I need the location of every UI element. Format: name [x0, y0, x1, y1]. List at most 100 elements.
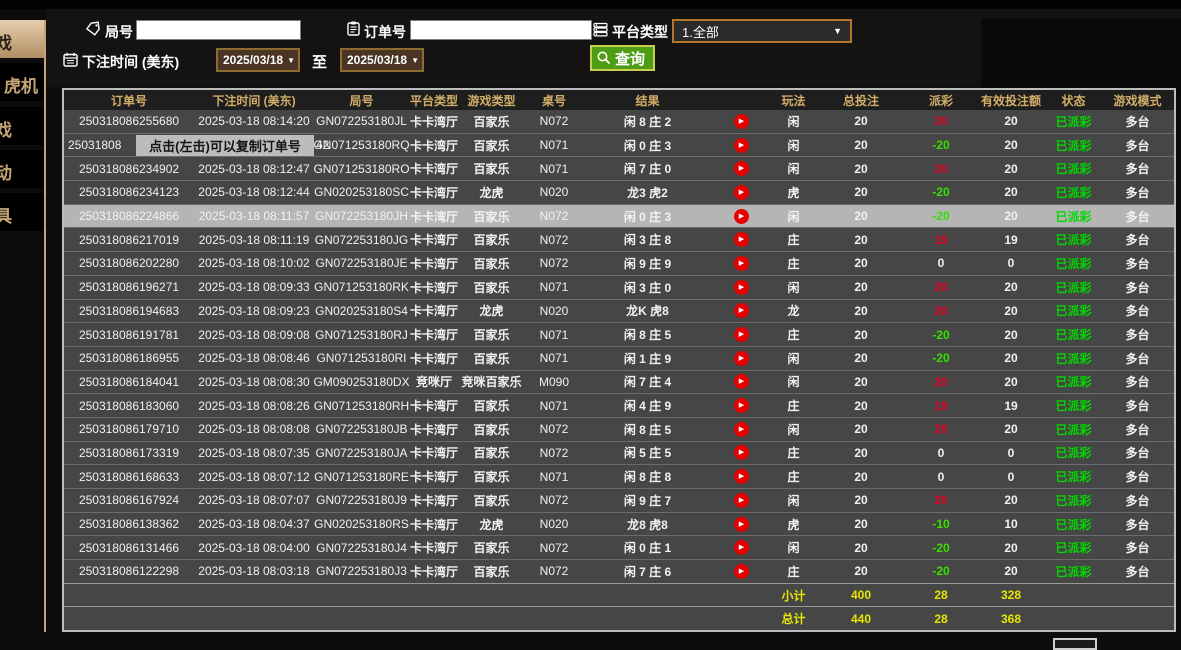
play-replay-button[interactable]: ▶	[733, 327, 749, 343]
cell-time: 2025-03-18 08:08:46	[198, 351, 310, 366]
play-replay-button[interactable]: ▶	[733, 255, 749, 271]
table-row[interactable]: 250318086131466 2025-03-18 08:04:00 GN0722…	[64, 535, 1174, 560]
query-button[interactable]: 查询	[590, 45, 656, 71]
total-game_type	[459, 607, 524, 630]
table-row[interactable]: 250318086179710 2025-03-18 08:08:08 GN0722…	[64, 416, 1174, 441]
table-row[interactable]: 250318086194683 2025-03-18 08:09:23 GN0202…	[64, 298, 1174, 323]
cell-mode: 多台	[1125, 280, 1150, 295]
cell-platform: 卡卡湾厅	[409, 162, 458, 177]
cell-play: 闲	[787, 138, 800, 153]
play-replay-button[interactable]: ▶	[733, 208, 749, 224]
sidebar-item[interactable]: 戏	[0, 20, 44, 58]
table-row[interactable]: 250318086168633 2025-03-18 08:07:12 GN0712…	[64, 464, 1174, 488]
sidebar-item[interactable]: 戏	[0, 107, 44, 145]
cell-order: 250318086234123	[78, 185, 180, 200]
table-row[interactable]: 250318086167924 2025-03-18 08:07:07 GN0722…	[64, 488, 1174, 512]
table-row[interactable]: 250318086255680 2025-03-18 08:14:20 GN0722…	[64, 110, 1174, 133]
play-replay-button[interactable]: ▶	[733, 563, 749, 579]
play-replay-button[interactable]: ▶	[733, 350, 749, 366]
play-replay-button[interactable]: ▶	[733, 113, 749, 129]
cell-game_no: GN071253180RJ	[315, 327, 408, 342]
cell-status: 已派彩	[1055, 446, 1092, 461]
play-replay-button[interactable]: ▶	[733, 303, 749, 319]
table-row[interactable]: 250318086186955 2025-03-18 08:08:46 GN0712…	[64, 345, 1174, 370]
replay-cell: ▶	[711, 228, 771, 251]
table-row[interactable]: 250318086234902 2025-03-18 08:12:47 GN0712…	[64, 156, 1174, 181]
date-to-picker[interactable]: 2025/03/18 ▼	[340, 48, 424, 72]
cell-valid_bet: 20	[1004, 209, 1018, 224]
cell-time: 2025-03-18 08:14:20	[198, 114, 310, 129]
subtotal-game_no	[314, 584, 409, 607]
play-replay-button[interactable]: ▶	[733, 398, 749, 414]
cell-mode: 多台	[1125, 185, 1150, 200]
date-from-picker[interactable]: 2025/03/18 ▼	[216, 48, 300, 72]
cell-order: 250318086224866	[78, 209, 180, 224]
cell-play: 闲	[787, 493, 800, 508]
sidebar-item-label: 戏	[0, 121, 12, 140]
play-replay-button[interactable]: ▶	[733, 445, 749, 461]
cell-order: 250318086196271	[78, 280, 180, 295]
sidebar-item[interactable]: 动	[0, 150, 44, 188]
table-row[interactable]: 250318086202280 2025-03-18 08:10:02 GN0722…	[64, 251, 1174, 275]
cell-table_no: N071	[539, 351, 569, 366]
order-no-input[interactable]	[410, 20, 592, 40]
cell-order: 250318086191781	[78, 327, 180, 342]
table-row[interactable]: 250318086224866 2025-03-18 08:11:57 GN0722…	[64, 203, 1174, 228]
sidebar-item[interactable]: 虎机	[0, 63, 44, 101]
table-row[interactable]: 250318086184041 2025-03-18 08:08:30 GM0902…	[64, 369, 1174, 394]
cell-status: 已派彩	[1055, 541, 1092, 556]
table-row[interactable]: 250318086173319 2025-03-18 08:07:35 GN0722…	[64, 440, 1174, 465]
cell-valid_bet: 19	[1004, 398, 1018, 413]
total-game_no	[314, 607, 409, 630]
cell-status: 已派彩	[1055, 233, 1092, 248]
cell-game_no: GN072253180JB	[315, 422, 408, 437]
table-row[interactable]: 250318086217019 2025-03-18 08:11:19 GN0722…	[64, 227, 1174, 252]
cell-valid_bet: 20	[1004, 374, 1018, 389]
cell-play: 闲	[787, 351, 800, 366]
cell-payout: -20	[932, 564, 950, 579]
play-replay-button[interactable]: ▶	[733, 232, 749, 248]
table-row[interactable]: 250318086196271 2025-03-18 08:09:33 GN0712…	[64, 274, 1174, 299]
search-icon	[596, 50, 612, 66]
cell-mode: 多台	[1125, 564, 1150, 579]
cell-table_no: N072	[539, 445, 569, 460]
table-row[interactable]: 250318086191781 2025-03-18 08:09:08 GN0712…	[64, 322, 1174, 346]
play-replay-button[interactable]: ▶	[733, 161, 749, 177]
play-replay-button[interactable]: ▶	[733, 469, 749, 485]
cell-result: 闲 0 庄 3	[623, 209, 672, 224]
cell-total_bet: 20	[854, 493, 868, 508]
play-replay-button[interactable]: ▶	[733, 516, 749, 532]
platform-type-select[interactable]: 1.全部 ▼	[672, 19, 852, 43]
cell-mode: 多台	[1125, 375, 1150, 390]
cell-game_type: 百家乐	[473, 162, 510, 177]
cell-payout: 20	[934, 374, 948, 389]
sidebar-item[interactable]: 具	[0, 193, 44, 231]
play-replay-button[interactable]: ▶	[733, 540, 749, 556]
cell-time: 2025-03-18 08:10:02	[198, 256, 310, 271]
table-row[interactable]: 25031808 GN071253180RQ 卡卡湾厅 百家乐 N071 闲 0 庄 3 ▶…	[64, 132, 1174, 157]
cell-mode: 多台	[1125, 493, 1150, 508]
play-replay-button[interactable]: ▶	[733, 137, 749, 153]
play-replay-button[interactable]: ▶	[733, 279, 749, 295]
cell-play: 闲	[787, 422, 800, 437]
cell-game_type: 百家乐	[473, 280, 510, 295]
game-no-input[interactable]	[136, 20, 301, 40]
cell-payout: -20	[932, 351, 950, 366]
order-no-label: 订单号	[364, 24, 406, 40]
cell-valid_bet: 0	[1007, 256, 1015, 271]
play-replay-button[interactable]: ▶	[733, 421, 749, 437]
table-row[interactable]: 250318086122298 2025-03-18 08:03:18 GN0722…	[64, 559, 1174, 583]
table-row[interactable]: 250318086138362 2025-03-18 08:04:37 GN0202…	[64, 511, 1174, 536]
play-replay-button[interactable]: ▶	[733, 492, 749, 508]
play-replay-button[interactable]: ▶	[733, 184, 749, 200]
play-replay-button[interactable]: ▶	[733, 374, 749, 390]
cell-status: 已派彩	[1055, 138, 1092, 153]
table-row[interactable]: 250318086234123 2025-03-18 08:12:44 GN0202…	[64, 180, 1174, 204]
cell-total_bet: 20	[854, 351, 868, 366]
table-row[interactable]: 250318086183060 2025-03-18 08:08:26 GN0712…	[64, 393, 1174, 417]
cell-time: 2025-03-18 08:09:08	[198, 327, 310, 342]
cell-time: 2025-03-18 08:04:37	[198, 517, 310, 532]
pagination-box[interactable]	[1053, 638, 1097, 650]
cell-platform: 卡卡湾厅	[409, 185, 458, 200]
